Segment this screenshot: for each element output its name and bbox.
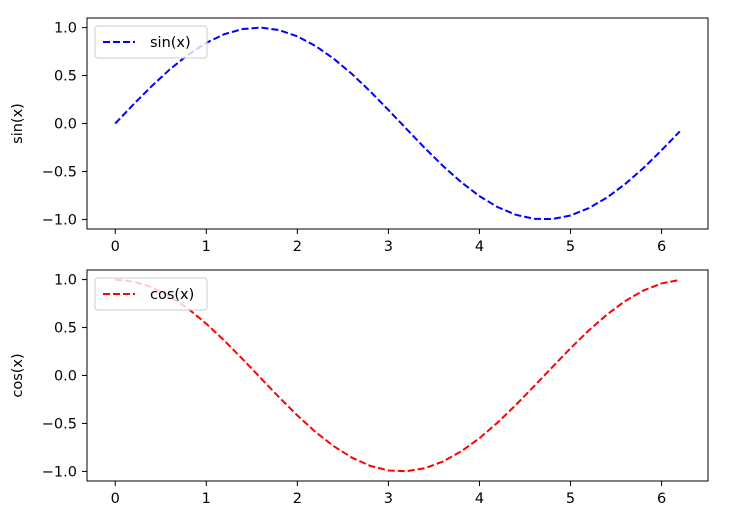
x-tick-label: 6 — [657, 239, 666, 255]
subplots: 0 1 2 3 4 5 6 −1.0 −0.5 0.0 0.5 1.0 sin(x) sin(x) 0 1 2 3… — [10, 17, 709, 507]
subplot-1: 0 1 2 3 4 5 6 −1.0 −0.5 0.0 0.5 1.0 sin(x) sin(x) — [10, 17, 709, 255]
y-tick-label: −0.5 — [42, 164, 77, 180]
y-tick-label: −1.0 — [42, 212, 77, 228]
legend-label: sin(x) — [150, 35, 191, 51]
y-tick-label: −0.5 — [42, 416, 77, 432]
x-tick-label: 4 — [475, 239, 484, 255]
x-tick-label: 6 — [657, 491, 666, 507]
legend: sin(x) — [94, 25, 208, 59]
x-tick-label: 3 — [384, 239, 393, 255]
legend-box — [94, 277, 208, 311]
legend: cos(x) — [94, 277, 208, 311]
x-tick-label: 1 — [202, 491, 211, 507]
y-axis-label: sin(x) — [10, 103, 26, 144]
legend-box — [94, 25, 208, 59]
series-line-1-1 — [114, 26, 681, 221]
x-tick-label: 3 — [384, 491, 393, 507]
x-tick-label: 4 — [475, 491, 484, 507]
y-tick-label: 0.0 — [54, 369, 77, 385]
y-tick-label: 0.5 — [54, 321, 77, 337]
y-tick-label: 0.0 — [54, 117, 77, 133]
x-tick-label: 5 — [566, 491, 575, 507]
y-tick-label: 0.5 — [54, 69, 77, 85]
x-tick-label: 2 — [293, 491, 302, 507]
x-tick-label: 1 — [202, 239, 211, 255]
legend-label: cos(x) — [150, 287, 194, 303]
y-tick-label: 1.0 — [54, 273, 77, 289]
x-tick-label: 0 — [111, 491, 120, 507]
y-tick-label: −1.0 — [42, 464, 77, 480]
y-tick-label: 1.0 — [54, 21, 77, 37]
x-tick-label: 2 — [293, 239, 302, 255]
x-tick-label: 5 — [566, 239, 575, 255]
subplot-2: 0 1 2 3 4 5 6 −1.0 −0.5 0.0 0.5 1.0 cos(x) cos(x) — [10, 269, 709, 507]
x-tick-label: 0 — [111, 239, 120, 255]
y-axis-label: cos(x) — [10, 353, 26, 397]
